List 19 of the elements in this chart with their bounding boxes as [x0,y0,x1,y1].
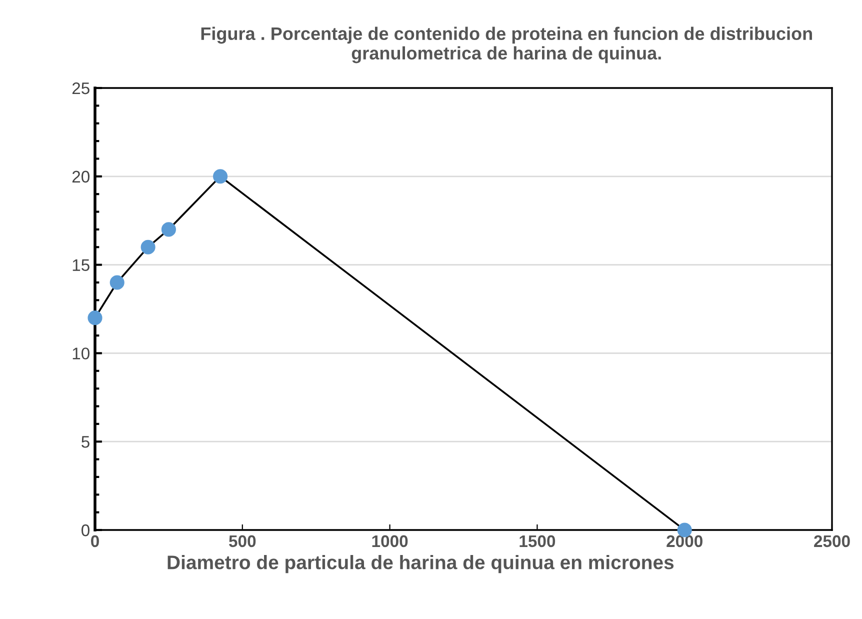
x-tick-label: 2000 [666,535,702,548]
x-tick-label: 2500 [814,535,850,548]
y-tick-label: 5 [82,436,90,448]
point [88,310,102,326]
point [213,169,228,184]
x-tick-label: 500 [229,535,256,548]
y-tick-label: 15 [72,259,90,272]
x-tick-label: 1000 [372,535,408,548]
point [161,222,176,237]
point [140,240,156,254]
y-tick-label: 0 [82,524,90,536]
point [110,275,124,290]
x-tick-label: 0 [91,535,99,548]
y-tick-label: 20 [72,170,90,183]
x-tick-label: 1500 [520,535,556,548]
y-tick-label: 10 [72,348,90,360]
y-tick-label: 25 [72,82,90,94]
chart-title: Figura . Porcentaje de contenido de proteina en funcion de distribucion granulometrica de harina de quinua. [201,26,812,64]
x-axis-title: Diametro de particula de harina de quinua en micrones [168,555,674,574]
